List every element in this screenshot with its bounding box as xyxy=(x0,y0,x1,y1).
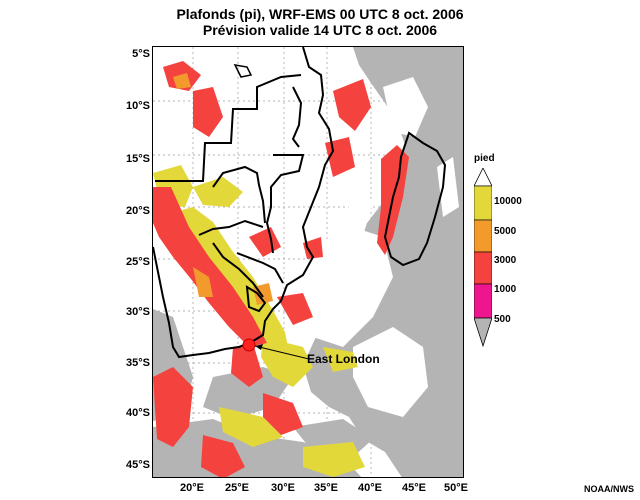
map-title: Plafonds (pi), WRF-EMS 00 UTC 8 oct. 200… xyxy=(176,6,464,22)
lon-label: 50°E xyxy=(444,482,468,494)
legend-unit: pied xyxy=(474,153,495,164)
credit-text: NOAA/NWS xyxy=(584,484,634,494)
legend-swatch-1000 xyxy=(474,283,492,319)
legend-label-500: 500 xyxy=(494,314,511,325)
lat-label: 20°S xyxy=(126,205,150,217)
legend-bottom-triangle xyxy=(474,317,492,348)
lon-label: 45°E xyxy=(402,482,426,494)
lon-label: 30°E xyxy=(271,482,295,494)
lat-label: 30°S xyxy=(126,306,150,318)
lon-label: 35°E xyxy=(314,482,338,494)
coastlines-and-borders xyxy=(153,47,447,359)
lat-label: 35°S xyxy=(126,357,150,369)
legend-top-triangle xyxy=(474,168,492,187)
lat-label: 5°S xyxy=(132,48,150,60)
legend-swatch-5000 xyxy=(474,219,492,253)
clear-streaks xyxy=(303,77,459,417)
lat-label: 45°S xyxy=(126,459,150,471)
legend-swatch-3000 xyxy=(474,251,492,285)
lat-label: 25°S xyxy=(126,256,150,268)
lat-label: 15°S xyxy=(126,153,150,165)
legend-colorbar xyxy=(474,168,492,348)
map-area xyxy=(152,46,464,478)
lon-label: 20°E xyxy=(180,482,204,494)
legend-label-10000: 10000 xyxy=(494,196,522,207)
legend-label-3000: 3000 xyxy=(494,255,517,266)
lon-label: 40°E xyxy=(358,482,382,494)
lat-label: 10°S xyxy=(126,100,150,112)
map-canvas xyxy=(153,47,463,477)
map-subtitle: Prévision valide 14 UTC 8 oct. 2006 xyxy=(202,22,438,38)
legend-swatch-10000 xyxy=(474,185,492,221)
east-london-label: East London xyxy=(307,352,380,366)
legend-label-1000: 1000 xyxy=(494,284,517,295)
lat-label: 40°S xyxy=(126,407,150,419)
east-london-marker xyxy=(242,338,310,360)
legend-label-5000: 5000 xyxy=(494,226,517,237)
lon-label: 25°E xyxy=(225,482,249,494)
ceiling-red-areas xyxy=(153,61,409,477)
